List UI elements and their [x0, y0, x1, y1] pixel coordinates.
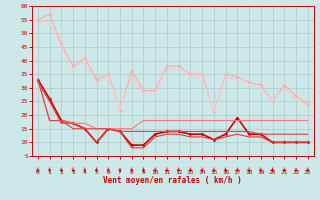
X-axis label: Vent moyen/en rafales ( km/h ): Vent moyen/en rafales ( km/h ) [103, 176, 242, 185]
